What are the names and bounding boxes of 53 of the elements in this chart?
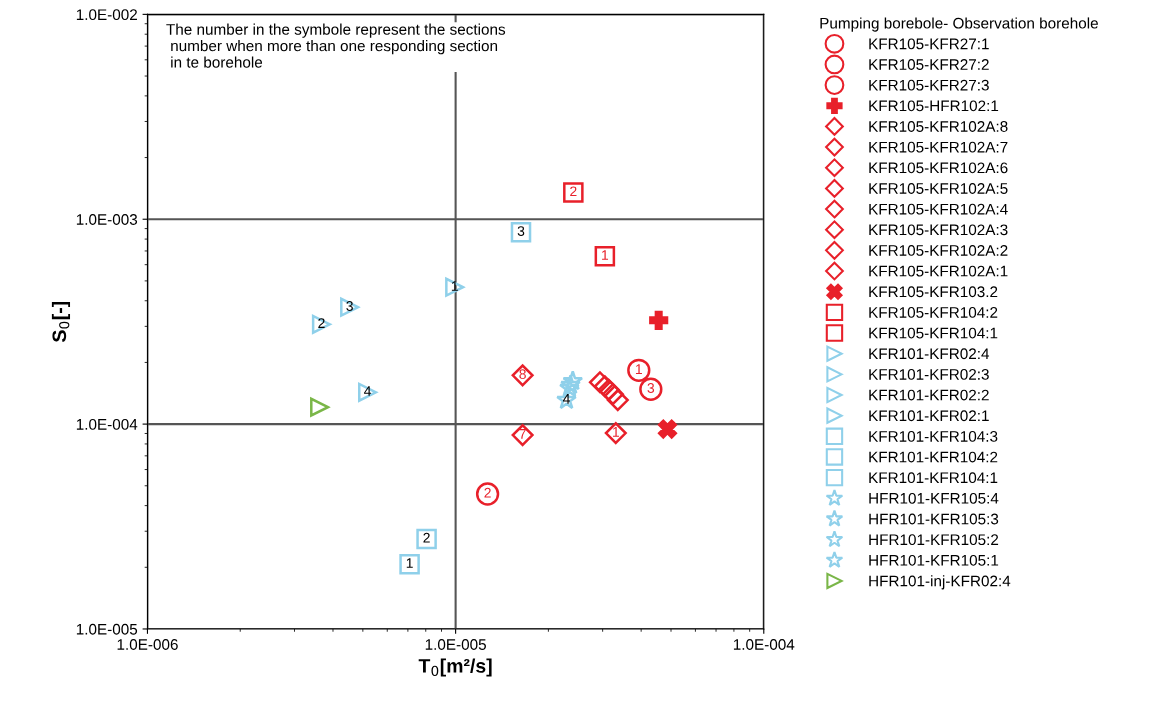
legend-label: KFR101-KFR104:2 (869, 451, 998, 463)
legend-label: HFR101-KFR105:3 (869, 513, 999, 525)
legend-label: HFR101-KFR105:4 (869, 492, 999, 504)
legend-label: KFR105-KFR27:3 (869, 79, 989, 91)
annotation: 2 (423, 532, 430, 543)
x-tick-label: 1.0E-005 (425, 639, 486, 650)
legend-label: KFR105-KFR27:2 (869, 59, 989, 70)
annotation: 1 (406, 558, 413, 568)
y-tick-label: 1.0E-002 (76, 9, 137, 21)
legend-label: HFR101-KFR105:2 (869, 534, 999, 546)
y-axis-title: S$_{0}$[-] (51, 301, 71, 343)
annotation: 2 (484, 487, 491, 498)
legend-label: KFR105-KFR102A:8 (869, 121, 1008, 132)
legend-label: KFR105-KFR102A:7 (869, 141, 1008, 153)
legend-label: HFR101-KFR105:1 (869, 554, 999, 566)
legend-label: KFR105-KFR27:1 (869, 38, 989, 50)
legend-label: KFR101-KFR02:4 (869, 348, 990, 360)
annotation: 1 (613, 427, 619, 437)
legend-label: KFR105-KFR102A:3 (869, 224, 1008, 236)
x-tick-label: 1.0E-006 (117, 639, 178, 650)
annotation: 1 (451, 281, 458, 291)
annotation: 2 (318, 318, 325, 328)
x-axis-title: T$_{0}$[m²/s] (418, 658, 492, 677)
legend-label: KFR105-KFR102A:2 (869, 245, 1008, 256)
legend-label: KFR105-KFR102A:4 (869, 203, 1008, 215)
annotation: 8 (519, 369, 526, 380)
legend-label: KFR105-HFR102:1 (869, 100, 999, 112)
legend-label: KFR101-KFR02:2 (869, 389, 989, 401)
annotation: 4 (562, 394, 570, 404)
legend-label: KFR105-KFR102A:5 (869, 183, 1008, 194)
legend-label: KFR105-KFR104:2 (869, 307, 998, 318)
legend-label: KFR105-KFR104:1 (869, 327, 998, 339)
annotation: The number in the symbole represent the sections number when more than one responding section in te borehole (166, 23, 506, 68)
annotation: 1 (602, 250, 609, 260)
y-tick-label: 1.0E-003 (76, 214, 138, 225)
annotation: 3 (346, 301, 353, 311)
annotation: 4 (364, 386, 372, 396)
legend-label: KFR105-KFR102A:6 (869, 162, 1008, 174)
y-tick-label: 1.0E-004 (76, 418, 138, 430)
legend-label: HFR101-inj-KFR02:4 (869, 575, 1011, 590)
legend-label: KFR101-KFR104:3 (869, 430, 998, 442)
legend-label: KFR101-KFR104:1 (869, 472, 998, 484)
legend-title: Pumping borebole- Observation borehole (820, 17, 1098, 32)
annotation: 3 (647, 383, 655, 393)
legend-label: KFR101-KFR02:3 (869, 368, 989, 380)
x-tick-label: 1.0E-004 (733, 639, 795, 650)
legend-label: KFR101-KFR02:1 (869, 410, 989, 422)
legend-label: KFR105-KFR103.2 (869, 286, 998, 298)
annotation: 1 (635, 364, 642, 374)
y-tick-label: 1.0E-005 (76, 623, 138, 635)
annotation: 2 (570, 186, 577, 197)
annotation: 3 (517, 226, 525, 236)
legend-label: KFR105-KFR102A:1 (869, 265, 1008, 277)
